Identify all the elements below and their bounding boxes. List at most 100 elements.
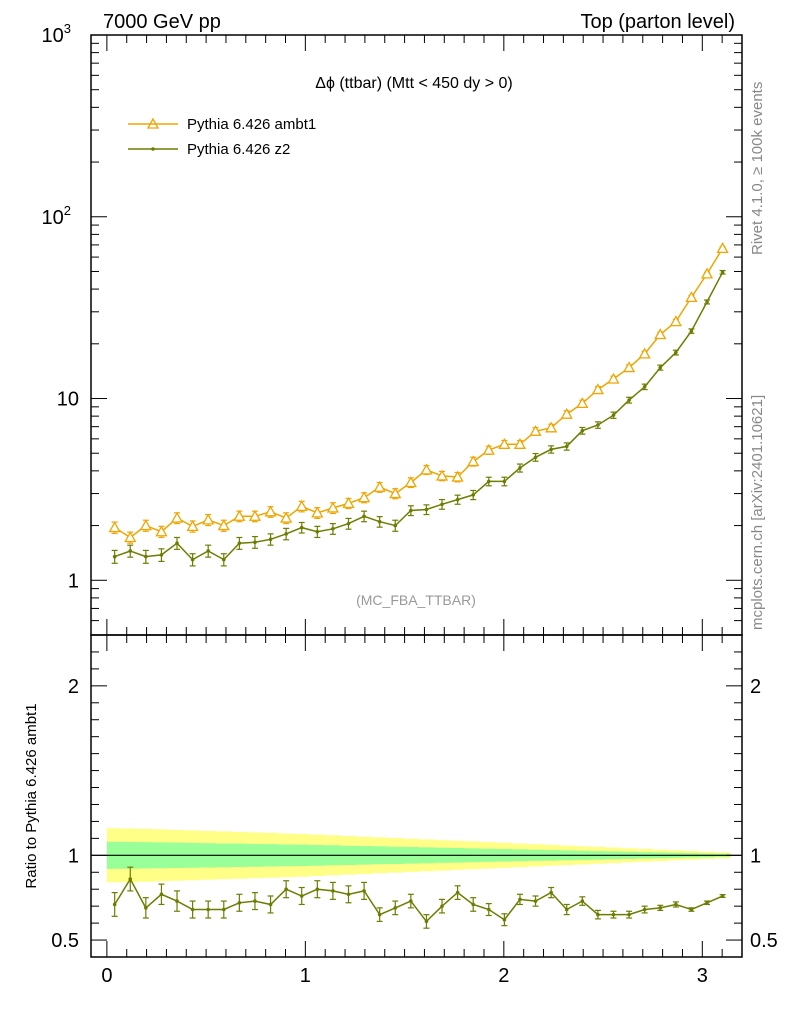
data-point-ambt1: [404, 476, 417, 488]
data-point-z2: [486, 479, 491, 484]
data-point-ambt1: [389, 487, 402, 499]
ratio-point-z2: [128, 877, 133, 881]
data-point-ambt1: [420, 463, 433, 475]
legend-label-z2: Pythia 6.426 z2: [187, 141, 290, 158]
ratio-point-z2: [377, 912, 382, 917]
plot-title: Δϕ (ttbar) (Mtt < 450 dy > 0): [315, 75, 513, 92]
data-point-ambt1: [280, 511, 293, 523]
analysis-watermark: (MC_FBA_TTBAR): [356, 592, 476, 608]
data-point-z2: [596, 423, 600, 427]
data-point-z2: [627, 398, 631, 402]
y-tick-label: 1: [68, 570, 79, 592]
x-tick-label: 3: [697, 965, 708, 987]
x-tick-label: 0: [101, 965, 112, 987]
ratio-point-z2: [175, 899, 179, 903]
data-point-z2: [549, 447, 553, 452]
ratio-point-z2: [159, 892, 164, 897]
data-point-z2: [362, 514, 366, 519]
data-point-ambt1: [560, 407, 573, 419]
ratio-point-z2: [611, 912, 616, 917]
ratio-point-z2: [206, 907, 210, 912]
data-point-ambt1: [513, 437, 527, 449]
data-point-z2: [315, 529, 320, 534]
data-point-ambt1: [669, 315, 682, 327]
data-point-z2: [455, 497, 460, 502]
header-left: 7000 GeV pp: [103, 11, 221, 33]
data-point-z2: [268, 537, 273, 542]
data-point-z2: [112, 554, 117, 559]
header-right: Top (parton level): [580, 11, 735, 33]
x-tick-label: 1: [300, 965, 311, 987]
data-point-ambt1: [576, 397, 589, 409]
data-point-z2: [377, 519, 382, 524]
ratio-point-z2: [440, 904, 444, 908]
ratio-point-z2: [253, 899, 257, 903]
data-point-z2: [206, 549, 210, 553]
data-point-z2: [611, 413, 616, 417]
data-point-z2: [237, 541, 242, 545]
ratio-frame: [90, 634, 743, 958]
ratio-point-z2: [658, 906, 663, 910]
x-tick-label: 2: [498, 965, 509, 987]
ratio-point-z2: [144, 906, 148, 910]
rivet-version-label: Rivet 4.1.0, ≥ 100k events: [749, 82, 766, 255]
ratio-point-z2: [627, 912, 631, 917]
data-point-z2: [190, 557, 195, 562]
data-point-ambt1: [264, 505, 277, 517]
ratio-point-z2: [362, 889, 366, 893]
data-point-z2: [346, 521, 351, 526]
data-point-ambt1: [124, 531, 137, 543]
data-point-z2: [502, 479, 507, 484]
data-point-z2: [175, 541, 179, 545]
data-point-ambt1: [108, 521, 121, 533]
x-axis-ticks: 0 1 2 3: [101, 35, 743, 987]
legend-label-ambt1: Pythia 6.426 ambt1: [187, 116, 316, 133]
data-point-z2: [580, 428, 585, 433]
y-tick-exponent: 2: [64, 203, 71, 218]
ratio-point-z2: [299, 894, 304, 898]
main-axis-ticks: 1 10 102 103: [42, 21, 742, 636]
ratio-point-z2: [284, 887, 288, 892]
ratio-point-z2: [346, 892, 351, 897]
ratio-point-z2: [393, 906, 398, 910]
ratio-point-z2: [689, 907, 694, 912]
ratio-point-z2: [533, 899, 538, 903]
data-point-ambt1: [638, 347, 651, 359]
ratio-point-z2: [596, 912, 600, 917]
ratio-point-z2: [409, 899, 413, 903]
ratio-point-z2: [331, 889, 335, 893]
data-point-ambt1: [622, 361, 636, 373]
ratio-y-tick-label-right: 2: [750, 676, 761, 698]
data-point-z2: [642, 385, 647, 389]
data-point-ambt1: [482, 443, 495, 455]
data-point-z2: [159, 553, 164, 557]
data-point-ambt1: [373, 480, 386, 492]
data-point-ambt1: [217, 519, 230, 531]
main-data-layer: [108, 242, 729, 567]
y-tick-label: 103: [42, 21, 71, 47]
ratio-point-z2: [674, 902, 678, 907]
y-tick-exponent: 3: [64, 21, 71, 36]
ratio-point-z2: [486, 907, 491, 912]
data-point-ambt1: [295, 500, 308, 512]
ratio-point-z2: [455, 890, 460, 895]
ratio-axis-ticks: 0.5 0.5 1 1 2 2: [51, 634, 778, 958]
data-point-z2: [471, 493, 476, 497]
legend-marker-z2: [151, 147, 155, 151]
data-point-z2: [331, 526, 335, 531]
data-point-z2: [518, 466, 522, 470]
data-point-ambt1: [498, 437, 511, 449]
data-point-z2: [658, 365, 663, 370]
y-tick-label: 10: [57, 389, 79, 411]
ratio-point-z2: [268, 902, 273, 907]
ratio-point-z2: [549, 890, 553, 895]
data-point-z2: [284, 532, 288, 536]
data-point-ambt1: [233, 509, 246, 521]
series-line-ambt1: [114, 248, 724, 539]
ratio-y-tick-label: 0.5: [51, 930, 79, 952]
ratio-point-z2: [705, 900, 709, 905]
ratio-panel: 0.5 0.5 1 1 2 2 Ratio to Pythia 6.426 ambt1: [23, 634, 778, 958]
ratio-point-z2: [720, 894, 725, 898]
data-point-ambt1: [326, 501, 340, 513]
